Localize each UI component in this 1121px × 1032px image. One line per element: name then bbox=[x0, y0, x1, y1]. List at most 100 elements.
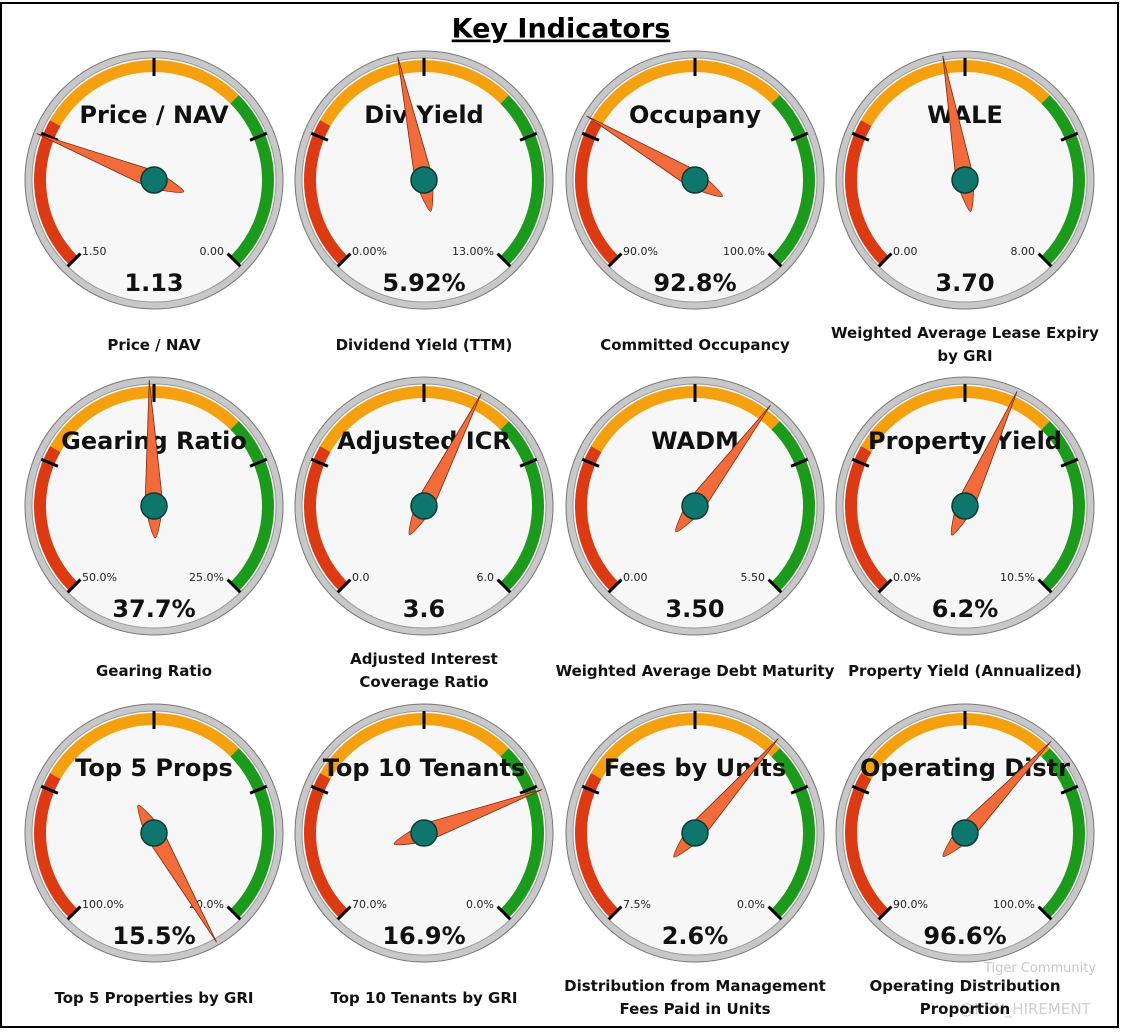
gauge-min-label: 0.00% bbox=[352, 245, 387, 258]
gauge-band bbox=[861, 386, 1050, 453]
gauge-caption: Adjusted Interest Coverage Ratio bbox=[350, 650, 498, 691]
gauge: Occupany 90.0% 100.0% 92.8% bbox=[565, 50, 825, 310]
gauge-tick bbox=[607, 578, 623, 594]
gauge-title: Price / NAV bbox=[79, 101, 229, 129]
gauge-caption: Dividend Yield (TTM) bbox=[335, 335, 513, 354]
gauge: Price / NAV 1.50 0.00 1.13 bbox=[24, 50, 284, 310]
gauge-hub bbox=[951, 166, 979, 194]
gauge-hub bbox=[410, 166, 438, 194]
gauge-band bbox=[845, 120, 889, 265]
gauge-hub bbox=[681, 492, 709, 520]
gauge-band bbox=[1041, 95, 1085, 265]
gauge-max-label: 25.0% bbox=[189, 571, 224, 584]
gauge: Operating Distr 90.0% 100.0% 96.6% bbox=[835, 703, 1095, 963]
gauge-band bbox=[845, 773, 889, 918]
gauge-tick bbox=[496, 905, 512, 921]
gauge: Top 10 Tenants 70.0% 0.0%16.9% bbox=[294, 703, 554, 963]
gauge-tick bbox=[877, 252, 893, 268]
gauge-caption: Distribution from Management Fees Paid i… bbox=[564, 977, 826, 1018]
gauge-band bbox=[861, 713, 1050, 780]
gauge-hub bbox=[681, 819, 709, 847]
gauge-tick bbox=[581, 784, 600, 795]
gauge-tick bbox=[249, 131, 268, 142]
gauge-hub bbox=[681, 166, 709, 194]
gauge-band bbox=[230, 748, 274, 918]
gauge-band bbox=[575, 773, 619, 918]
gauge-min-label: 90.0% bbox=[893, 898, 928, 911]
page-title: Key Indicators bbox=[452, 14, 671, 45]
gauge-tick bbox=[767, 905, 783, 921]
gauge-tick bbox=[1060, 131, 1079, 142]
gauge-tick bbox=[66, 578, 82, 594]
gauge-band bbox=[34, 446, 78, 591]
gauge-band bbox=[50, 60, 239, 127]
gauge-caption: Weighted Average Debt Maturity bbox=[555, 661, 835, 680]
gauge-max-label: 6.0 bbox=[477, 571, 495, 584]
gauge-caption: Property Yield (Annualized) bbox=[848, 661, 1082, 680]
gauge-band bbox=[1041, 748, 1085, 918]
gauge-band bbox=[320, 713, 509, 780]
gauge-band bbox=[50, 713, 239, 780]
gauge-tick bbox=[581, 457, 600, 468]
gauge-tick bbox=[790, 784, 809, 795]
gauge-max-label: 100.0% bbox=[723, 245, 765, 258]
gauge-tick bbox=[66, 905, 82, 921]
watermark-handle: @KEN_HIREMENT bbox=[959, 1000, 1091, 1019]
gauge-hub bbox=[951, 819, 979, 847]
gauge-caption: Weighted Average Lease Expiry by GRI bbox=[831, 324, 1099, 365]
gauge-hub bbox=[951, 492, 979, 520]
gauge: Property Yield 0.0% 10.5%6.2% bbox=[835, 376, 1095, 636]
gauge-value-label: 2.6% bbox=[662, 922, 729, 950]
gauge-band bbox=[304, 120, 348, 265]
gauge-tick bbox=[226, 905, 242, 921]
gauge-title: Top 5 Props bbox=[75, 754, 233, 782]
gauge-value-label: 16.9% bbox=[382, 922, 465, 950]
gauge-tick bbox=[581, 131, 600, 142]
gauge-tick bbox=[40, 457, 59, 468]
gauge-hub bbox=[410, 492, 438, 520]
gauge-tick bbox=[877, 905, 893, 921]
gauge-tick bbox=[249, 784, 268, 795]
gauge: Div Yield 0.00% 13.00% 5.92% bbox=[294, 50, 554, 310]
gauge-tick bbox=[496, 578, 512, 594]
gauge-title: Property Yield bbox=[868, 427, 1062, 455]
gauge-tick bbox=[1037, 578, 1053, 594]
gauge-tick bbox=[851, 784, 870, 795]
gauge-max-label: 0.00 bbox=[200, 245, 225, 258]
gauge-tick bbox=[40, 784, 59, 795]
gauge: Adjusted ICR 0.0 6.0 3.6 bbox=[294, 376, 554, 636]
gauge-tick bbox=[851, 457, 870, 468]
gauge-title: Occupany bbox=[629, 101, 761, 129]
gauge-band bbox=[500, 95, 544, 265]
gauge-tick bbox=[310, 457, 329, 468]
gauge-band bbox=[304, 446, 348, 591]
gauge-band bbox=[500, 748, 544, 918]
gauge-tick bbox=[607, 252, 623, 268]
gauge: WALE 0.00 8.00 3.70 bbox=[835, 50, 1095, 310]
gauge-tick bbox=[790, 457, 809, 468]
gauge-band bbox=[771, 421, 815, 591]
gauge-title: Div Yield bbox=[364, 101, 483, 129]
gauge-value-label: 15.5% bbox=[112, 922, 195, 950]
gauge-tick bbox=[226, 578, 242, 594]
gauge-tick bbox=[336, 905, 352, 921]
gauge-min-label: 100.0% bbox=[82, 898, 124, 911]
gauge-band bbox=[845, 446, 889, 591]
gauge-tick bbox=[519, 457, 538, 468]
gauge-band bbox=[320, 60, 509, 127]
gauge-tick bbox=[1037, 905, 1053, 921]
gauge-tick bbox=[519, 784, 538, 795]
gauge-tick bbox=[607, 905, 623, 921]
gauge-title: Adjusted ICR bbox=[337, 427, 511, 455]
gauge-value-label: 3.50 bbox=[665, 595, 724, 623]
gauge-value-label: 6.2% bbox=[932, 595, 999, 623]
gauge-title: Operating Distr bbox=[860, 754, 1070, 782]
gauge-max-label: 100.0% bbox=[993, 898, 1035, 911]
gauge-min-label: 50.0% bbox=[82, 571, 117, 584]
gauge-band bbox=[230, 95, 274, 265]
gauge-tick bbox=[226, 252, 242, 268]
gauge-max-label: 13.00% bbox=[452, 245, 494, 258]
